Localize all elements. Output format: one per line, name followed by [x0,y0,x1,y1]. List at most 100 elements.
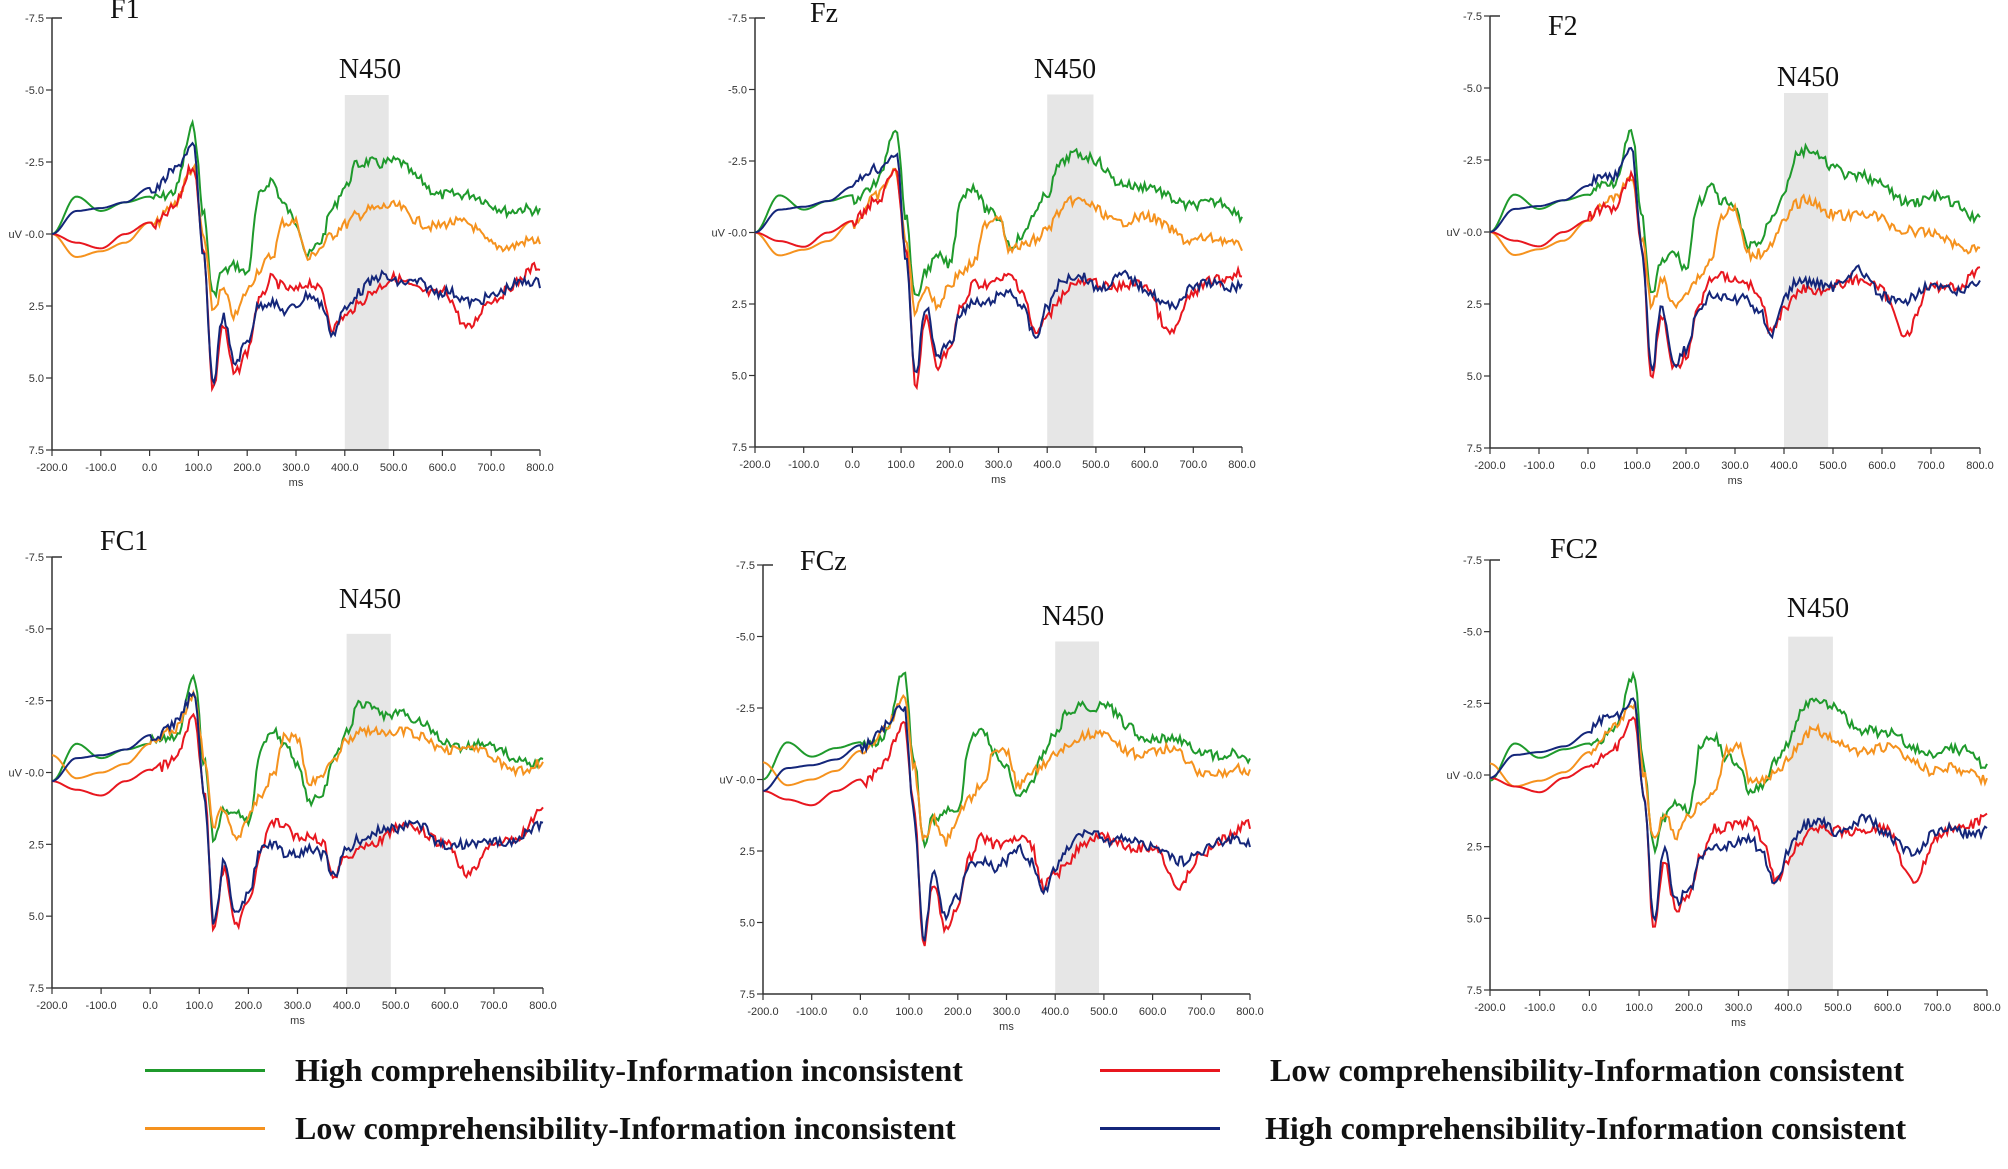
x-tick-label: 400.0 [1033,459,1061,471]
shaded-window-fc2 [1788,636,1833,990]
x-tick-label: 800.0 [529,1000,557,1012]
y-tick-label: 2.5 [29,301,44,313]
series-line-2 [762,720,1251,947]
y-tick-label: 7.5 [740,989,755,1001]
x-tick-label: -200.0 [747,1006,778,1018]
legend-label: Low comprehensibility-Information incons… [295,1110,956,1146]
y-tick-label: -7.5 [25,552,44,564]
series-line-3 [51,691,544,925]
y-tick-label: -7.5 [1463,555,1482,567]
y-tick-label: 2.5 [740,846,755,858]
x-tick-label: 700.0 [477,462,505,474]
panel-f2: -7.5 -5.0 -2.5 uV -0.0 2.5 5.0 7.5 -200.0 -100.0… [1447,11,1994,487]
y-tick-label: uV -0.0 [712,228,747,240]
series-line-1 [762,694,1251,847]
x-axis-label: ms [1731,1017,1746,1029]
series-line-2 [1489,715,1988,928]
series-line-0 [762,671,1251,849]
panel-fc2: -7.5 -5.0 -2.5 uV -0.0 2.5 5.0 7.5 -200.0 -100.0… [1447,534,2001,1029]
x-tick-label: 100.0 [186,1000,214,1012]
y-tick-label: 5.0 [740,918,755,930]
x-tick-label: 600.0 [1868,460,1896,472]
series-line-2 [1489,169,1981,379]
x-tick-label: 800.0 [1236,1006,1264,1018]
x-axis-label: ms [1728,475,1743,487]
panel-title: FC1 [100,526,148,557]
series-line-1 [51,689,544,842]
y-tick-label: 5.0 [1467,371,1482,383]
n450-annotation: N450 [339,54,401,85]
x-tick-label: 800.0 [526,462,554,474]
x-tick-label: 300.0 [1725,1002,1753,1014]
legend-label: High comprehensibility-Information consi… [1265,1110,1907,1146]
x-axis-label: ms [999,1021,1014,1033]
x-tick-label: -100.0 [85,462,116,474]
x-tick-label: 0.0 [143,1000,158,1012]
x-tick-label: -200.0 [36,462,67,474]
series-line-2 [754,168,1243,391]
x-tick-label: 200.0 [936,459,964,471]
x-tick-label: 500.0 [1824,1002,1852,1014]
y-tick-label: -5.0 [736,632,755,644]
series-line-1 [1489,175,1981,311]
shaded-window-fc1 [346,633,391,988]
series-line-1 [754,167,1243,318]
x-tick-label: 600.0 [1131,459,1159,471]
series-line-0 [1489,670,1988,856]
legend-swatch-orange [145,1127,265,1130]
x-tick-label: 300.0 [284,1000,312,1012]
x-tick-label: 0.0 [853,1006,868,1018]
panel-title: FC2 [1550,534,1598,565]
series-line-0 [1489,128,1981,294]
y-tick-label: -7.5 [25,13,44,25]
x-tick-label: 0.0 [142,462,157,474]
y-tick-label: 5.0 [732,371,747,383]
y-tick-label: 7.5 [732,442,747,454]
series-line-3 [1489,146,1981,372]
series-line-3 [754,152,1243,374]
x-tick-label: 700.0 [1180,459,1208,471]
x-tick-label: 800.0 [1966,460,1994,472]
x-axis-label: ms [289,477,304,489]
y-tick-label: -2.5 [1463,155,1482,167]
x-tick-label: 200.0 [1672,460,1700,472]
legend-swatch-green [145,1069,265,1072]
y-tick-label: -5.0 [1463,627,1482,639]
x-tick-label: -100.0 [1524,1002,1555,1014]
x-tick-label: 600.0 [1874,1002,1902,1014]
x-tick-label: 400.0 [331,462,359,474]
x-tick-label: -200.0 [1474,460,1505,472]
y-tick-label: 2.5 [29,839,44,851]
x-tick-label: 100.0 [1625,1002,1653,1014]
y-tick-label: -5.0 [25,85,44,97]
x-tick-label: 700.0 [480,1000,508,1012]
x-tick-label: 200.0 [233,462,261,474]
y-tick-label: -2.5 [736,703,755,715]
series-line-2 [51,712,544,933]
x-tick-label: 700.0 [1917,460,1945,472]
x-tick-label: -100.0 [796,1006,827,1018]
series-line-1 [1489,702,1988,841]
x-tick-label: 700.0 [1924,1002,1952,1014]
series-line-1 [51,162,541,323]
x-tick-label: 500.0 [1819,460,1847,472]
legend-label: Low comprehensibility-Information consis… [1270,1052,1905,1088]
y-tick-label: 5.0 [1467,913,1482,925]
panel-title: FCz [800,546,847,577]
x-tick-label: 0.0 [845,459,860,471]
y-tick-label: -5.0 [1463,83,1482,95]
x-tick-label: 300.0 [985,459,1013,471]
y-tick-label: -2.5 [728,156,747,168]
y-tick-label: uV -0.0 [1447,770,1482,782]
x-tick-label: 500.0 [1082,459,1110,471]
x-tick-label: -200.0 [739,459,770,471]
shaded-window-fcz [1055,641,1100,994]
x-tick-label: 500.0 [380,462,408,474]
x-tick-label: 500.0 [1090,1006,1118,1018]
shaded-window-f2 [1784,93,1829,448]
x-tick-label: -100.0 [788,459,819,471]
x-tick-label: -200.0 [36,1000,67,1012]
x-tick-label: 600.0 [431,1000,459,1012]
y-tick-label: -7.5 [1463,11,1482,23]
x-tick-label: 400.0 [1774,1002,1802,1014]
